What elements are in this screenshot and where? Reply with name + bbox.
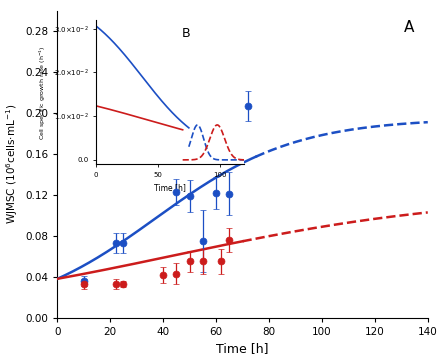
Text: A: A [404, 20, 414, 35]
Y-axis label: WJMSC (10$^6$cells$\cdot$mL$^{-1}$): WJMSC (10$^6$cells$\cdot$mL$^{-1}$) [4, 104, 19, 225]
X-axis label: Time [h]: Time [h] [216, 342, 269, 355]
